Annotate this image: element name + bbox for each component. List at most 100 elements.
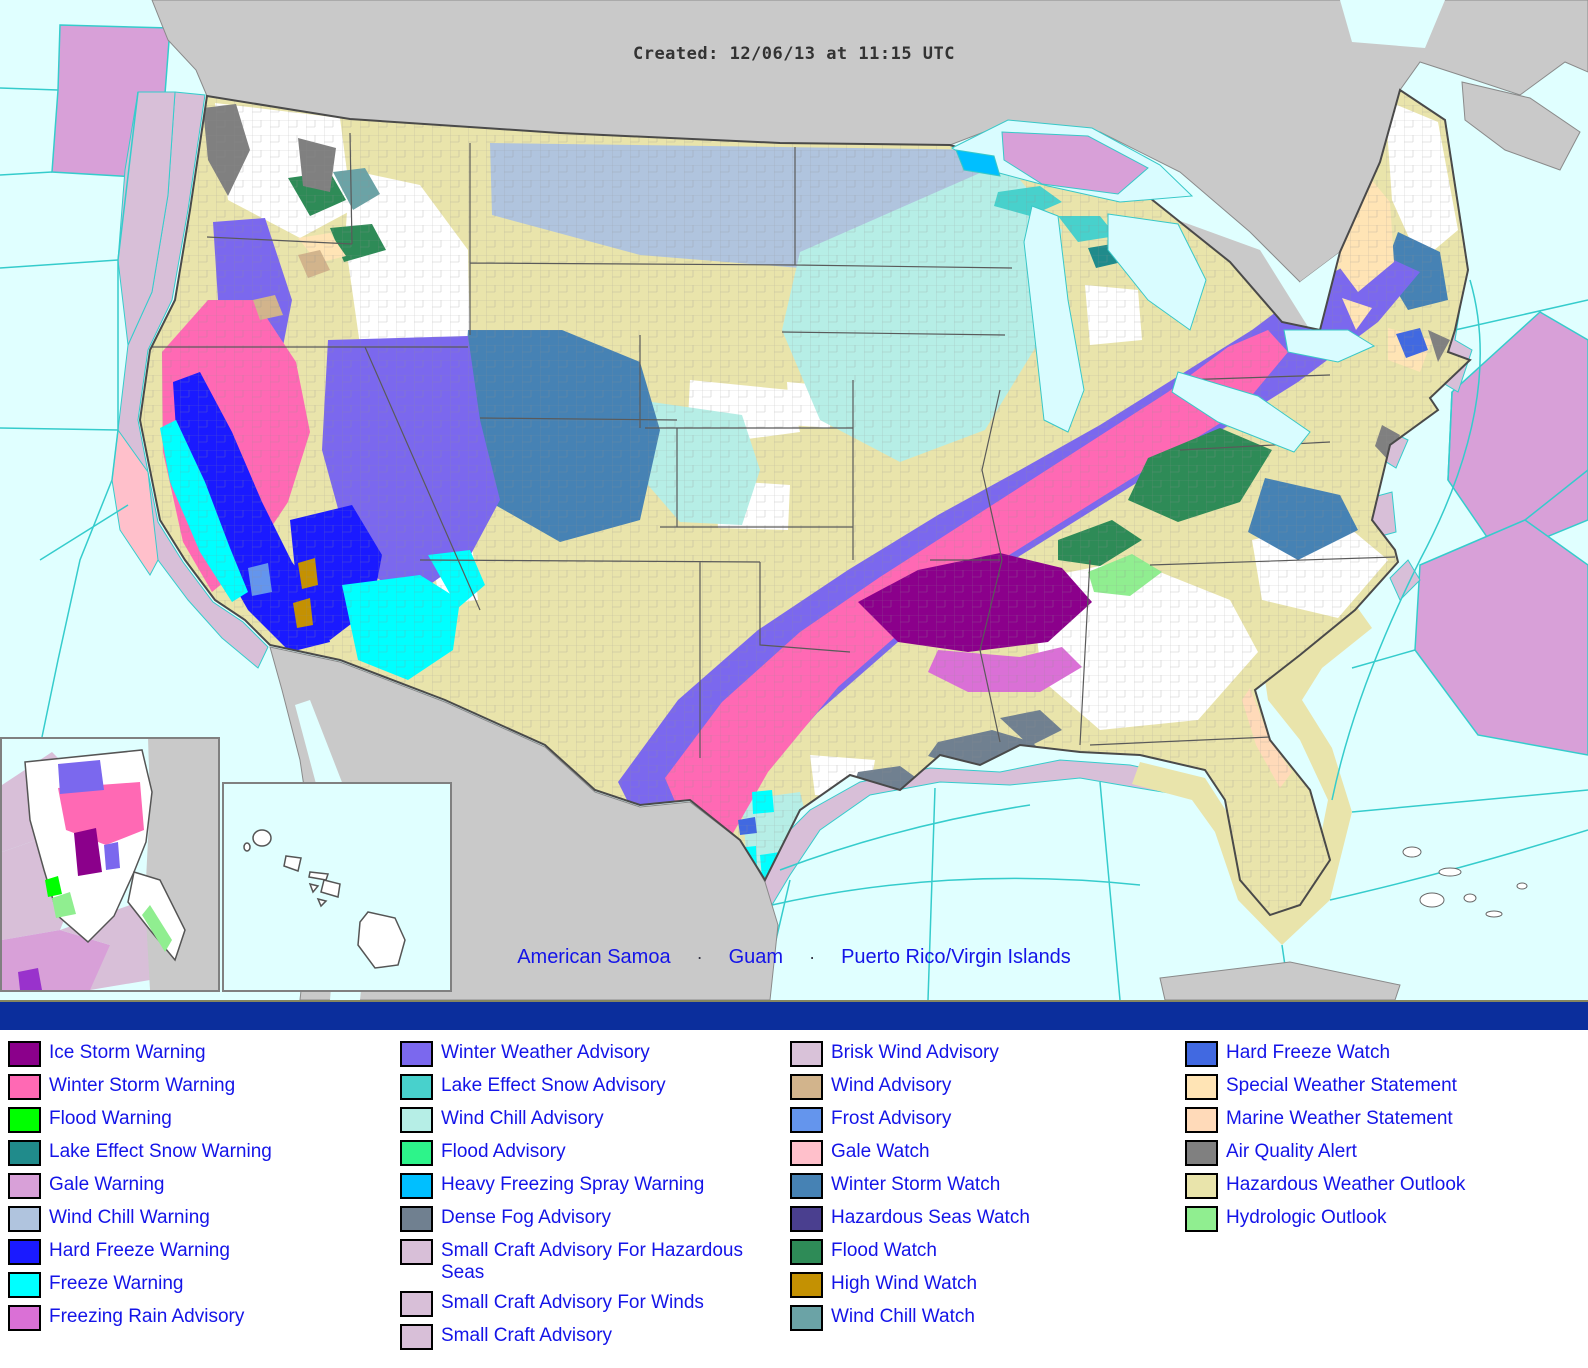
wind_chill_advisory-swatch [400, 1107, 433, 1133]
legend-label: Gale Watch [831, 1141, 930, 1162]
legend-item-wind_advisory: Wind Advisory [790, 1074, 1176, 1100]
legend-item-high_wind_watch: High Wind Watch [790, 1272, 1176, 1298]
legend-label: Winter Weather Advisory [441, 1042, 650, 1063]
marine-zones [51, 24, 1588, 945]
legend-label: Wind Advisory [831, 1075, 952, 1096]
legend-label: Lake Effect Snow Advisory [441, 1075, 666, 1096]
legend-label: Hydrologic Outlook [1226, 1207, 1387, 1228]
winter_storm_warning-swatch [8, 1074, 41, 1100]
legend-item-freeze_warning: Freeze Warning [8, 1272, 390, 1298]
legend-item-small_craft_advisory_hazardous_seas: Small Craft Advisory For Hazardous Seas [400, 1239, 782, 1284]
legend-item-hard_freeze_warning: Hard Freeze Warning [8, 1239, 390, 1265]
hazardous_weather_outlook-swatch [1185, 1173, 1218, 1199]
freeze_warning-swatch [8, 1272, 41, 1298]
lake-erie [1171, 371, 1311, 453]
ice_storm_warning-swatch [8, 1041, 41, 1067]
legend-label: Freeze Warning [49, 1273, 184, 1294]
legend-item-winter_weather_advisory: Winter Weather Advisory [400, 1041, 782, 1067]
air_quality_alert-swatch [1185, 1140, 1218, 1166]
hydrologic_outlook-swatch [1185, 1206, 1218, 1232]
kahoolawe [316, 897, 328, 908]
marine_weather_statement-swatch [1185, 1107, 1218, 1133]
niihau [243, 842, 251, 852]
lake_effect_snow_advisory-swatch [400, 1074, 433, 1100]
legend-item-hard_freeze_watch: Hard Freeze Watch [1185, 1041, 1583, 1067]
gale_watch-swatch [790, 1140, 823, 1166]
legend-label: Flood Watch [831, 1240, 937, 1261]
legend-item-air_quality_alert: Air Quality Alert [1185, 1140, 1583, 1166]
link-separator: · [696, 947, 703, 967]
legend-label: Air Quality Alert [1226, 1141, 1357, 1162]
nova-scotia [1461, 81, 1581, 171]
legend-column-3: Brisk Wind Advisory Wind Advisory Frost Ad… [790, 1041, 1176, 1338]
legend-item-winter_storm_watch: Winter Storm Watch [790, 1173, 1176, 1199]
legend-column-2: Winter Weather Advisory Lake Effect Snow … [400, 1041, 782, 1357]
hazardous_seas_watch-swatch [790, 1206, 823, 1232]
wind_chill_watch-swatch [790, 1305, 823, 1331]
alaska-inset[interactable] [0, 737, 220, 992]
freezing_rain_advisory-swatch [8, 1305, 41, 1331]
wind_chill_warning-swatch [8, 1206, 41, 1232]
legend-label: High Wind Watch [831, 1273, 978, 1294]
flood_warning-swatch [8, 1107, 41, 1133]
lake_effect_snow_warning-swatch [8, 1140, 41, 1166]
flood_watch-swatch [790, 1239, 823, 1265]
legend-item-hydrologic_outlook: Hydrologic Outlook [1185, 1206, 1583, 1232]
legend-item-flood_warning: Flood Warning [8, 1107, 390, 1133]
high_wind_watch-swatch [790, 1272, 823, 1298]
legend-item-frost_advisory: Frost Advisory [790, 1107, 1176, 1133]
state-borders [150, 132, 1396, 758]
link-american-samoa[interactable]: American Samoa [517, 946, 671, 968]
legend-item-winter_storm_warning: Winter Storm Warning [8, 1074, 390, 1100]
legend-item-gale_watch: Gale Watch [790, 1140, 1176, 1166]
legend-item-special_weather_statement: Special Weather Statement [1185, 1074, 1583, 1100]
national-hazards-map[interactable] [0, 0, 1588, 1001]
legend-item-dense_fog_advisory: Dense Fog Advisory [400, 1206, 782, 1232]
link-puerto-rico-virgin-islands[interactable]: Puerto Rico/Virgin Islands [841, 946, 1071, 968]
legend-label: Winter Storm Warning [49, 1075, 236, 1096]
hawaii-inset-border [222, 782, 452, 992]
legend-item-flood_advisory: Flood Advisory [400, 1140, 782, 1166]
legend-label: Hazardous Seas Watch [831, 1207, 1030, 1228]
legend-item-gale_warning: Gale Warning [8, 1173, 390, 1199]
kauai [252, 829, 272, 847]
lake-michigan [1023, 205, 1085, 433]
legend-label: Small Craft Advisory For Hazardous Seas [441, 1240, 743, 1283]
legend-item-small_craft_advisory_winds: Small Craft Advisory For Winds [400, 1291, 782, 1317]
created-timestamp: Created: 12/06/13 at 11:15 UTC [632, 44, 956, 64]
hard_freeze_watch-swatch [1185, 1041, 1218, 1067]
legend-label: Special Weather Statement [1226, 1075, 1457, 1096]
navy-divider-bar [0, 1000, 1588, 1030]
cuba [1159, 961, 1401, 1001]
legend-item-flood_watch: Flood Watch [790, 1239, 1176, 1265]
dense_fog_advisory-swatch [400, 1206, 433, 1232]
legend-label: Ice Storm Warning [49, 1042, 206, 1063]
brisk_wind_advisory-swatch [790, 1041, 823, 1067]
legend-label: Marine Weather Statement [1226, 1108, 1453, 1129]
legend-item-marine_weather_statement: Marine Weather Statement [1185, 1107, 1583, 1133]
legend-column-4: Hard Freeze Watch Special Weather Stateme… [1185, 1041, 1583, 1239]
hard_freeze_warning-swatch [8, 1239, 41, 1265]
legend-label: Wind Chill Warning [49, 1207, 210, 1228]
us-outline [138, 88, 1472, 917]
legend-label: Gale Warning [49, 1174, 165, 1195]
hawaii-inset[interactable] [222, 782, 452, 992]
gale_warning-swatch [8, 1173, 41, 1199]
bahamas [1402, 846, 1528, 918]
legend: Ice Storm Warning Winter Storm Warning Flo… [0, 1030, 1588, 1368]
link-guam[interactable]: Guam [728, 946, 784, 968]
legend-label: Freezing Rain Advisory [49, 1306, 245, 1327]
flood_advisory-swatch [400, 1140, 433, 1166]
big-island [357, 911, 406, 969]
legend-item-wind_chill_watch: Wind Chill Watch [790, 1305, 1176, 1331]
legend-item-hazardous_seas_watch: Hazardous Seas Watch [790, 1206, 1176, 1232]
legend-column-1: Ice Storm Warning Winter Storm Warning Flo… [8, 1041, 390, 1338]
legend-label: Wind Chill Advisory [441, 1108, 604, 1129]
winter_storm_watch-swatch [790, 1173, 823, 1199]
legend-item-wind_chill_advisory: Wind Chill Advisory [400, 1107, 782, 1133]
legend-label: Flood Advisory [441, 1141, 566, 1162]
legend-item-small_craft_advisory: Small Craft Advisory [400, 1324, 782, 1350]
winter_weather_advisory-swatch [400, 1041, 433, 1067]
legend-item-brisk_wind_advisory: Brisk Wind Advisory [790, 1041, 1176, 1067]
great-lakes [950, 119, 1376, 453]
